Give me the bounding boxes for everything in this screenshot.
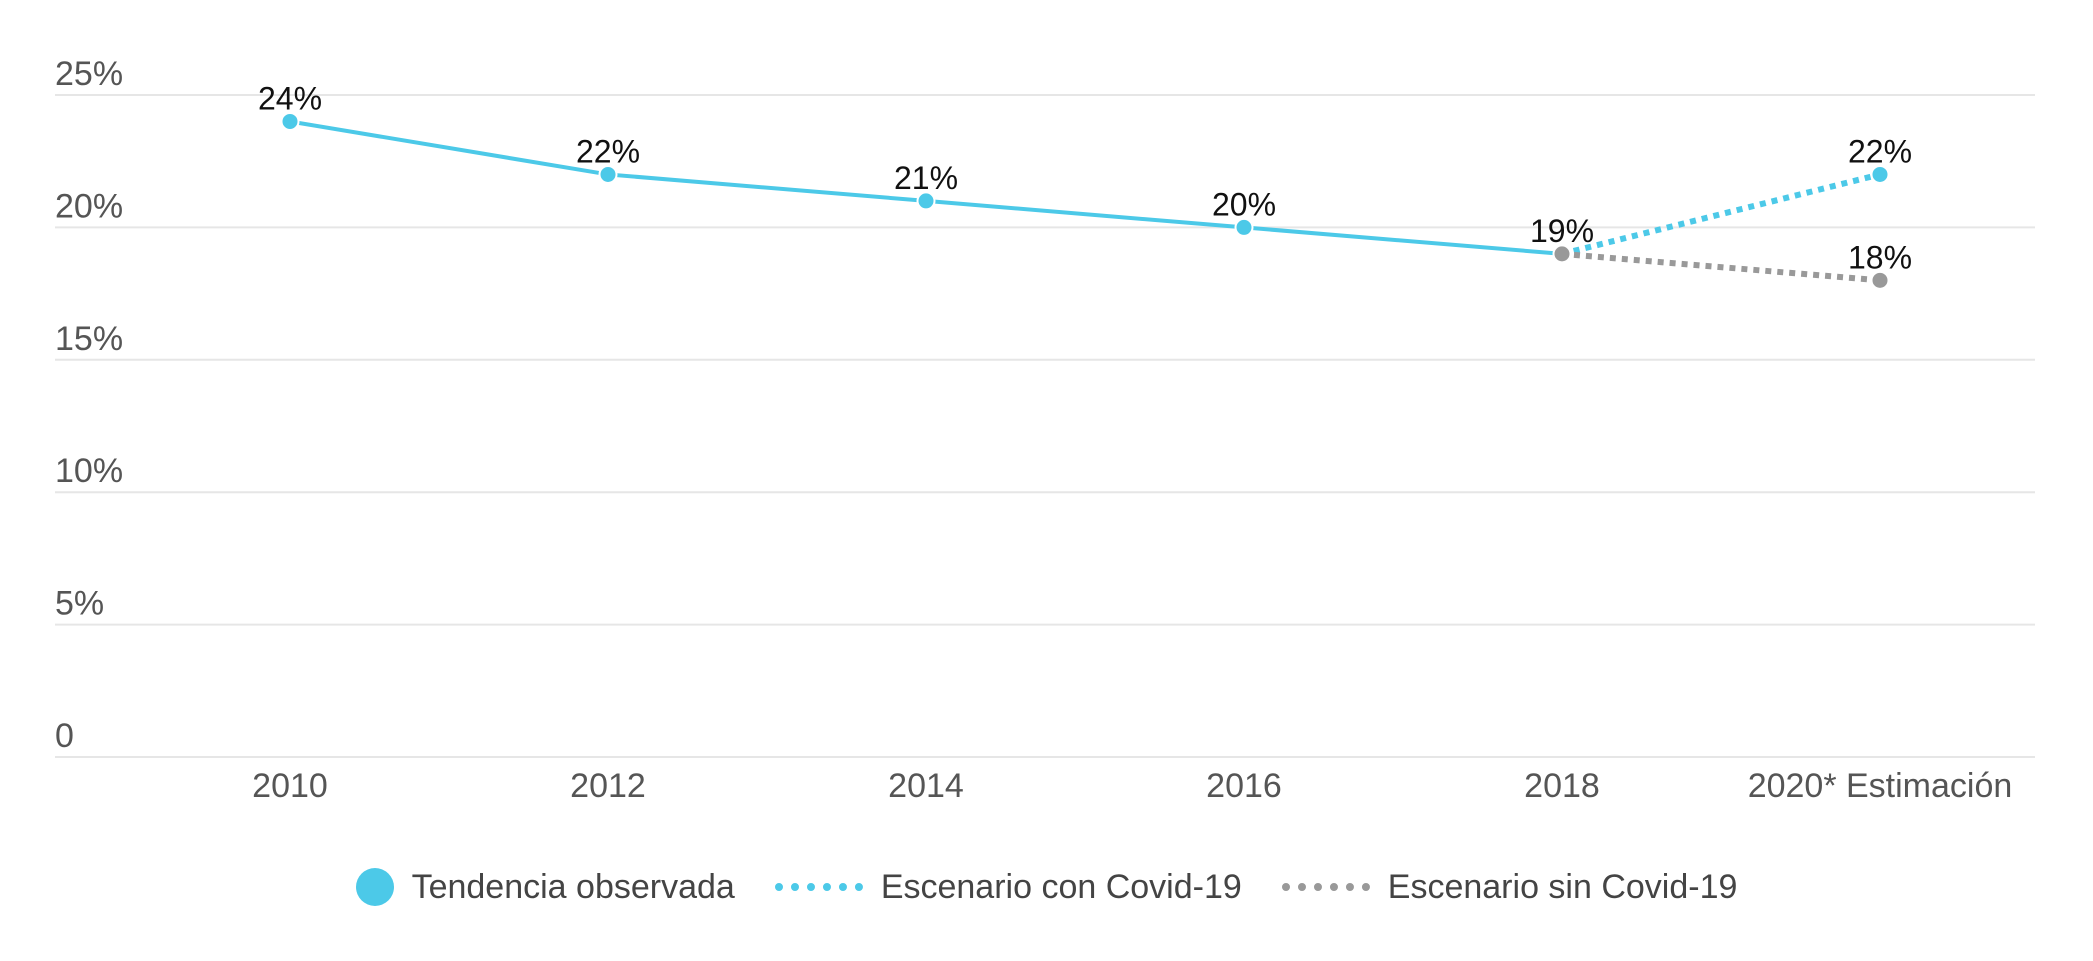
grid-lines [55,94,2035,758]
data-point [598,164,618,184]
data-point [1870,164,1890,184]
y-tick-label: 5% [55,585,104,623]
data-label: 20% [1212,186,1276,222]
data-label: 22% [576,133,640,169]
x-tick-label: 2020* Estimación [1748,767,2013,805]
data-label: 22% [1848,133,1912,169]
legend-item-without-covid: Escenario sin Covid-19 [1281,867,1738,907]
x-tick-label: 2010 [252,767,328,805]
legend-swatch-without-covid [1281,883,1370,891]
data-point [1870,270,1890,290]
x-tick-label: 2012 [570,767,646,805]
y-axis-tick-labels: 0 5% 10% 15% 20% 25% [55,55,123,755]
x-tick-label: 2014 [888,767,964,805]
data-label: 21% [894,160,958,196]
data-labels: 24% 22% 21% 20% 19% 22% 18% [258,80,1912,275]
legend-item-with-covid: Escenario con Covid-19 [774,867,1242,907]
x-tick-label: 2018 [1524,767,1600,805]
y-tick-label: 0 [55,717,74,755]
series-line-2 [1561,250,1881,284]
x-axis-tick-labels: 2010 2012 2014 2016 2018 2020* Estimación [252,767,2012,805]
data-point [916,191,936,211]
y-tick-label: 15% [55,320,123,358]
legend: Tendencia observada Escenario con Covid-… [0,862,2093,912]
series-points [280,111,1890,290]
y-tick-label: 25% [55,55,123,93]
data-point [280,111,300,131]
legend-label-with-covid: Escenario con Covid-19 [880,867,1242,906]
series-line-1 [1561,171,1881,257]
legend-label-without-covid: Escenario sin Covid-19 [1387,867,1738,906]
legend-item-observed: Tendencia observada [355,867,735,907]
series-lines [289,119,1881,284]
data-label: 18% [1848,239,1912,275]
data-label: 19% [1530,213,1594,249]
data-point [1552,244,1572,264]
data-label: 24% [258,80,322,116]
legend-swatch-with-covid [774,883,863,891]
legend-swatch-observed [355,868,394,906]
x-tick-label: 2016 [1206,767,1282,805]
y-tick-label: 20% [55,187,123,225]
legend-label-observed: Tendencia observada [411,867,735,906]
data-point [1234,217,1254,237]
y-tick-label: 10% [55,452,123,490]
